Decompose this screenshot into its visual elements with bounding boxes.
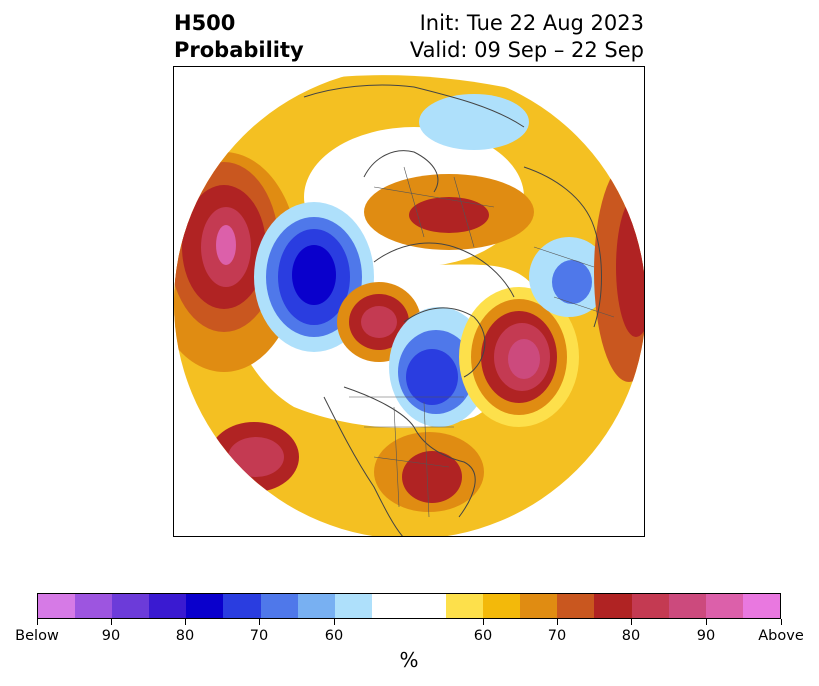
valid-range-label: Valid: 09 Sep – 22 Sep xyxy=(409,38,644,62)
colorbar-tick xyxy=(780,619,782,625)
colorbar-segment xyxy=(668,594,706,618)
colorbar-tick xyxy=(556,619,558,625)
colorbar-segment xyxy=(483,594,521,618)
colorbar-unit-label: % xyxy=(399,648,419,672)
colorbar-segment xyxy=(705,594,743,618)
alaska-above-90 xyxy=(361,306,397,338)
colorbar-tick-label: 80 xyxy=(621,628,641,644)
canada-below-80 xyxy=(406,349,458,405)
colorbar-segment xyxy=(38,594,76,618)
colorbar-segment xyxy=(334,594,372,618)
colorbar-segment xyxy=(75,594,113,618)
colorbar-segment xyxy=(742,594,780,618)
colorbar-segment xyxy=(631,594,669,618)
colorbar-segment xyxy=(557,594,595,618)
colorbar-segment xyxy=(112,594,150,618)
colorbar-tick-label: 60 xyxy=(473,628,493,644)
colorbar-segment xyxy=(371,594,409,618)
colorbar-tick xyxy=(36,619,38,625)
colorbar-segment xyxy=(408,594,447,618)
colorbar-segment xyxy=(260,594,298,618)
variable-label: H500 xyxy=(174,11,236,35)
colorbar-tick-label: Above xyxy=(758,628,804,644)
pacific-south-above-90 xyxy=(228,437,284,477)
europe-below-70 xyxy=(552,260,592,304)
map-panel xyxy=(173,66,645,537)
colorbar-tick xyxy=(630,619,632,625)
colorbar-tick xyxy=(184,619,186,625)
political-borders xyxy=(349,166,615,518)
pacific-above-95 xyxy=(216,225,236,265)
arctic-below-60 xyxy=(419,94,529,150)
atlantic-above-90 xyxy=(508,339,540,379)
colorbar-segment xyxy=(186,594,224,618)
colorbar-tick-label: 70 xyxy=(547,628,567,644)
colorbar-tick-label: 80 xyxy=(175,628,195,644)
colorbar-segment xyxy=(594,594,632,618)
colorbar-tick-label: Below xyxy=(15,628,59,644)
colorbar-tick xyxy=(705,619,707,625)
init-date-label: Init: Tue 22 Aug 2023 xyxy=(419,11,644,35)
colorbar-tick xyxy=(258,619,260,625)
colorbar-tick xyxy=(482,619,484,625)
probability-map xyxy=(174,67,644,536)
colorbar-tick-label: 70 xyxy=(249,628,269,644)
africa-above-80 xyxy=(616,197,644,337)
colorbar-segment xyxy=(223,594,261,618)
colorbar-segment xyxy=(446,594,484,618)
product-label: Probability xyxy=(174,38,304,62)
asia-above-80 xyxy=(409,197,489,233)
colorbar-tick-label: 90 xyxy=(696,628,716,644)
colorbar-segment xyxy=(520,594,558,618)
colorbar xyxy=(37,593,781,619)
colorbar-segment xyxy=(149,594,187,618)
colorbar-tick xyxy=(110,619,112,625)
chart-title-left: H500 Probability xyxy=(174,10,304,64)
colorbar-tick-label: 90 xyxy=(101,628,121,644)
colorbar-tick-label: 60 xyxy=(324,628,344,644)
siberia-below-90 xyxy=(292,245,336,305)
chart-title-right: Init: Tue 22 Aug 2023 Valid: 09 Sep – 22… xyxy=(410,10,644,64)
us-above-80 xyxy=(402,451,462,503)
colorbar-tick xyxy=(333,619,335,625)
colorbar-segment xyxy=(297,594,335,618)
